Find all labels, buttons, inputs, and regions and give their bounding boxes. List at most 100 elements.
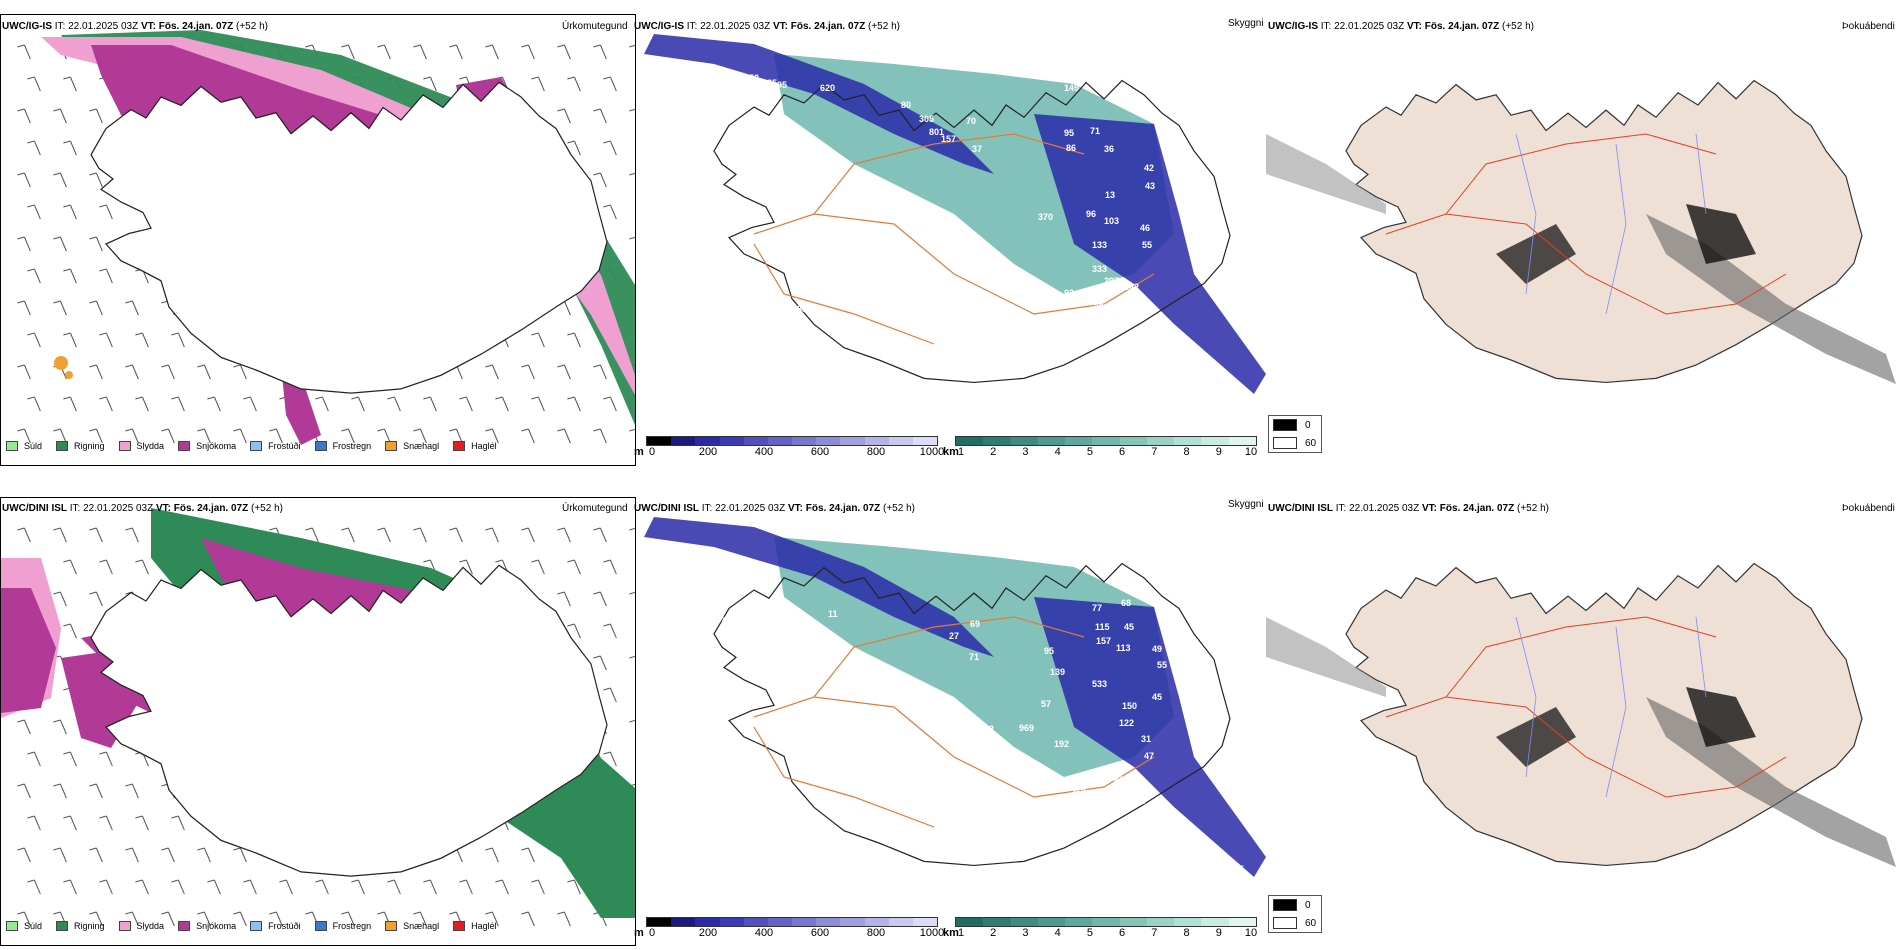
wind-barb <box>171 815 185 831</box>
wind-barb <box>27 879 41 895</box>
colorbar-tick: 400 <box>754 446 774 458</box>
depth-label: 95 <box>1044 646 1054 656</box>
wind-barb <box>521 44 535 60</box>
wind-barb <box>603 140 617 156</box>
legend-swatch <box>385 921 398 931</box>
wind-barb <box>125 783 139 799</box>
colorbar-step <box>647 918 672 926</box>
wind-barb <box>449 428 463 444</box>
colorbar-tick: 1000 <box>919 927 945 939</box>
legend-swatch <box>178 441 191 451</box>
wind-barb <box>567 140 581 156</box>
model-name: UWC/DINI ISL <box>634 503 699 514</box>
colorbar-step <box>1037 918 1066 926</box>
wind-barb <box>629 591 635 595</box>
wind-barb <box>27 268 41 284</box>
wind-barb <box>521 364 535 380</box>
wind-barb <box>315 879 329 895</box>
depth-label: 249 <box>761 91 776 101</box>
fog-band <box>1266 617 1386 697</box>
wind-barb <box>629 108 635 112</box>
depth-label: 113 <box>1152 315 1167 325</box>
legend-swatch <box>118 921 131 931</box>
colorbar-step <box>1174 918 1202 926</box>
colorbar-step <box>1174 437 1202 445</box>
wind-barb <box>233 911 247 927</box>
legend-swatch <box>453 441 466 451</box>
colorbar-step <box>840 918 865 926</box>
wind-barb <box>603 396 617 412</box>
valid-time: Fös. 24.jan. 07Z <box>1439 503 1515 514</box>
wind-barb <box>17 172 31 188</box>
issue-time: IT: 22.01.2025 03Z <box>686 21 771 32</box>
depth-label: 259 <box>1071 787 1086 797</box>
fog-key-swatch <box>1273 419 1297 431</box>
wind-barb <box>53 783 67 799</box>
vis-colorbar-2: km 1 2 3 4 5 6 7 8 9 10 <box>943 917 1263 947</box>
depth-label: 85 <box>1184 357 1194 367</box>
model-name: UWC/DINI ISL <box>2 503 67 514</box>
wind-barb <box>557 108 571 124</box>
legend-label: Slydda <box>136 921 165 931</box>
wind-barb <box>567 76 581 92</box>
colorbar-step <box>1119 437 1147 445</box>
wind-barb <box>17 911 31 927</box>
model-name: UWC/IG-IS <box>1268 21 1318 32</box>
model-name: UWC/DINI ISL <box>1268 503 1333 514</box>
wind-barb <box>99 879 113 895</box>
colorbar-step <box>1065 918 1093 926</box>
colorbar-tick: 0 <box>648 927 656 939</box>
wind-barb <box>27 140 41 156</box>
wind-barb <box>603 623 617 639</box>
colorbar-step <box>792 918 817 926</box>
colorbar-step <box>956 918 984 926</box>
wind-barb <box>63 76 77 92</box>
wind-barb <box>171 396 185 412</box>
depth-label: 86 <box>1066 143 1076 153</box>
legend-label: Slydda <box>136 441 165 451</box>
depth-label: 71 <box>1090 126 1100 136</box>
wind-barb <box>531 76 545 92</box>
valid-label: VT: <box>155 503 171 514</box>
legend-item: Haglél <box>453 921 497 931</box>
wind-barb <box>63 332 77 348</box>
issue-time: IT: 22.01.2025 03Z <box>54 21 139 32</box>
colorbar-step <box>840 437 865 445</box>
vis-colorbar-1: km 1 2 3 4 5 6 7 8 9 10 <box>943 436 1263 466</box>
precip-panel-1 <box>0 14 636 466</box>
deep-snow-area <box>644 34 994 174</box>
wind-barb <box>485 911 499 927</box>
legend-label: Súld <box>24 441 43 451</box>
river <box>1515 616 1707 798</box>
legend-swatch <box>56 441 69 451</box>
wind-barb <box>197 847 211 863</box>
wind-barb <box>603 559 617 575</box>
wind-barb <box>567 559 581 575</box>
precip-map-2 <box>1 508 635 927</box>
legend-label: Frostúði <box>268 921 301 931</box>
wind-barb <box>63 879 77 895</box>
legend-swatch <box>118 441 131 451</box>
wind-barb <box>567 396 581 412</box>
wind-barb <box>423 76 437 92</box>
vis-header-2: UWC/DINI ISL IT: 22.01.2025 03Z VT: Fös.… <box>634 503 915 515</box>
depth-label: 333 <box>1092 264 1107 274</box>
wind-barb <box>53 236 67 252</box>
wind-barb <box>315 396 329 412</box>
wind-barb <box>593 172 607 188</box>
coastline <box>1345 562 1863 867</box>
wind-barb <box>125 428 139 444</box>
depth-label: 31 <box>1141 734 1151 744</box>
wind-barb <box>63 396 77 412</box>
wind-barb <box>629 44 635 48</box>
precip-title-2: Úrkomutegund <box>562 503 628 514</box>
wind-barb <box>341 428 355 444</box>
coastline <box>90 81 608 394</box>
colorbar-tick: 200 <box>698 927 718 939</box>
fog-patch <box>1496 224 1576 284</box>
depth-label: 531 <box>656 657 671 667</box>
wind-barb <box>485 364 499 380</box>
wind-barb <box>603 751 617 767</box>
depth-label: 122 <box>1119 718 1134 728</box>
depth-label: 164 <box>656 208 671 218</box>
